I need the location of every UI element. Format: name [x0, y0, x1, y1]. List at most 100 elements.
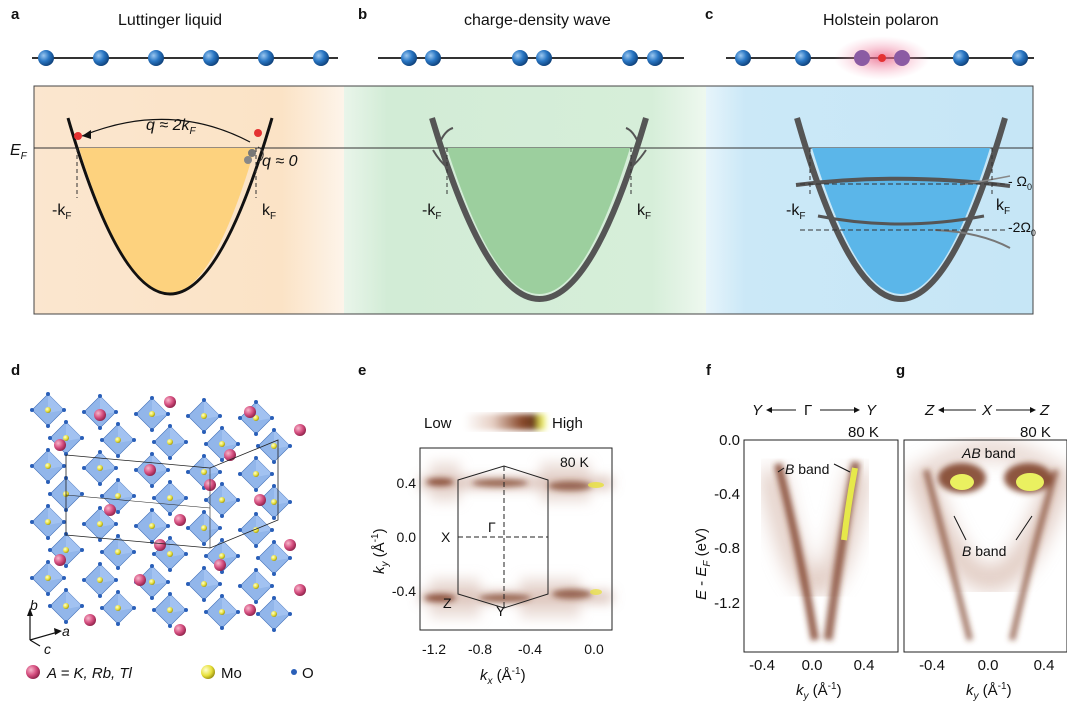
two-omega0-label: -2Ω0	[1008, 219, 1036, 238]
g-path-mid: X	[981, 402, 993, 419]
point-Z: Z	[443, 595, 452, 611]
fs-xtick-2: -0.4	[518, 641, 542, 657]
mo-atom	[167, 439, 173, 445]
a-site-atom	[104, 504, 116, 516]
a-site-atom	[54, 554, 66, 566]
mo-atom	[271, 499, 277, 505]
g-xtick-1: 0.0	[978, 657, 999, 674]
title-polaron: Holstein polaron	[823, 12, 939, 29]
crystal-legend: A = K, Rb, Tl Mo O	[26, 665, 314, 682]
f-temp: 80 K	[848, 424, 879, 441]
arpes-f-plot	[743, 439, 899, 653]
fs-colorbar: Low High	[424, 414, 583, 432]
f-xlabel: ky (Å-1)	[796, 681, 842, 702]
g-path-left: Z	[924, 402, 935, 419]
mo-atom	[97, 577, 103, 583]
f-ytick-0: 0.0	[719, 432, 740, 449]
mo-atom	[63, 435, 69, 441]
mo-atom	[115, 605, 121, 611]
f-ylabel: E - EF (eV)	[693, 528, 713, 600]
mo-atom	[97, 521, 103, 527]
g-b-label: B band	[962, 543, 1006, 559]
panel-label-b: b	[358, 6, 368, 23]
crystal-axes: b a c	[27, 597, 70, 657]
colorbar-high: High	[552, 415, 583, 432]
fs-xlabel: kx (Å-1)	[480, 666, 526, 687]
mo-atom	[115, 549, 121, 555]
axis-c-label: c	[44, 641, 51, 657]
axis-a-label: a	[62, 623, 70, 639]
fs-ylabel: ky (Å-1)	[370, 528, 391, 574]
f-ytick-1: -0.4	[714, 486, 740, 503]
point-Gamma: Γ	[488, 519, 496, 535]
mo-atom	[253, 583, 259, 589]
panel-label-a: a	[11, 6, 20, 23]
a-site-atom	[254, 494, 266, 506]
kf-b: kF	[637, 202, 651, 222]
panel-label-c: c	[705, 6, 714, 23]
minus-kf-a: -kF	[52, 202, 71, 222]
panel-label-f: f	[706, 362, 711, 379]
f-xtick-2: 0.4	[854, 657, 875, 674]
fs-ytick-0: 0.4	[397, 475, 417, 491]
mo-atom	[219, 553, 225, 559]
a-site-atom	[294, 424, 306, 436]
legend-O: O	[302, 665, 314, 682]
mo-atom	[219, 441, 225, 447]
point-Y: Y	[496, 603, 506, 619]
mo-atom	[45, 407, 51, 413]
mo-atom	[201, 525, 207, 531]
minus-kf-b: -kF	[422, 202, 441, 222]
f-path-mid: Γ	[804, 402, 812, 419]
kf-c: kF	[996, 197, 1010, 217]
g-ab-label: AB band	[961, 445, 1016, 461]
f-xtick-0: -0.4	[749, 657, 775, 674]
fs-yticks: 0.4 0.0 -0.4	[392, 475, 416, 599]
f-xticks: -0.4 0.0 0.4	[749, 657, 874, 674]
a-site-atom	[214, 559, 226, 571]
title-luttinger: Luttinger liquid	[118, 12, 223, 29]
mo-atom	[45, 519, 51, 525]
atom-chain-a	[32, 50, 338, 66]
a-site-atom	[294, 584, 306, 596]
a-site-atom	[284, 539, 296, 551]
f-band-label: B band	[785, 461, 829, 477]
g-temp: 80 K	[1020, 424, 1051, 441]
legend-Mo: Mo	[221, 665, 242, 682]
mo-atom	[63, 547, 69, 553]
band-c	[794, 117, 1011, 302]
mo-atom	[115, 493, 121, 499]
g-xticks: -0.4 0.0 0.4	[919, 657, 1054, 674]
a-site-atom	[174, 514, 186, 526]
f-yticks: 0.0 -0.4 -0.8 -1.2	[714, 432, 740, 612]
mo-atom	[271, 443, 277, 449]
mo-atom	[253, 471, 259, 477]
mo-atom	[167, 551, 173, 557]
mo-atom	[149, 411, 155, 417]
g-xtick-2: 0.4	[1034, 657, 1055, 674]
q-2kf-label: q ≈ 2kF	[146, 117, 196, 137]
arpes-g-text: Z X Z 80 K AB band B band -0.4 0.0 0.4 ky …	[919, 402, 1054, 702]
fs-map-text: 80 K X Γ Z Y -1.2 -0.8 -0.4 0.0 0.40.0-0.4 …	[370, 454, 604, 687]
a-site-atom	[224, 449, 236, 461]
mo-atom	[219, 497, 225, 503]
fs-temp: 80 K	[560, 454, 589, 470]
atom-chain-b	[378, 50, 684, 66]
ef-label: EF	[10, 142, 28, 162]
a-site-atom	[144, 464, 156, 476]
fs-xtick-0: -1.2	[422, 641, 446, 657]
a-site-atom	[174, 624, 186, 636]
a-site-atom	[94, 409, 106, 421]
mo-atom	[45, 463, 51, 469]
q-0-label: q ≈ 0	[262, 153, 298, 170]
f-ytick-2: -0.8	[714, 540, 740, 557]
mo-atom	[271, 611, 277, 617]
g-path-right: Z	[1039, 402, 1050, 419]
fs-xticks: -1.2 -0.8 -0.4 0.0	[422, 641, 604, 657]
mo-atom	[63, 603, 69, 609]
mo-atom	[45, 575, 51, 581]
fs-xtick-3: 0.0	[584, 641, 604, 657]
band-b	[429, 117, 649, 302]
mo-atom	[201, 413, 207, 419]
a-site-atom	[54, 439, 66, 451]
